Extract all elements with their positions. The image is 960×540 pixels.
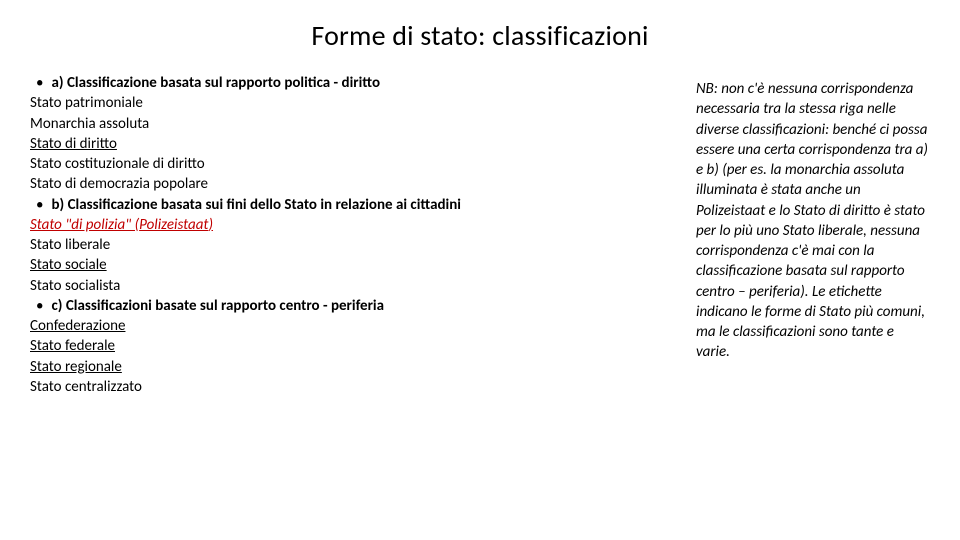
item-b-2: Stato sociale xyxy=(30,256,107,274)
item-a-3: Stato costituzionale di diritto xyxy=(30,154,660,174)
item-b-3: Stato socialista xyxy=(30,276,660,296)
section-b-header: • b) Classificazione basata sui fini del… xyxy=(30,195,660,215)
slide: Forme di stato: classificazioni • a) Cla… xyxy=(0,0,960,540)
item-a-1: Monarchia assoluta xyxy=(30,114,660,134)
item-b-0-ital: Polizeistaat xyxy=(139,216,208,234)
section-a-title: a) Classificazione basata sul rapporto p… xyxy=(51,73,380,93)
section-a-header: • a) Classificazione basata sul rapporto… xyxy=(30,73,660,93)
section-c-header: • c) Classificazioni basate sul rapporto… xyxy=(30,296,660,316)
item-c-1: Stato federale xyxy=(30,337,115,355)
content-columns: • a) Classificazione basata sul rapporto… xyxy=(0,53,960,397)
item-a-0: Stato patrimoniale xyxy=(30,93,660,113)
item-b-0: Stato "di polizia" (Polizeistaat) xyxy=(30,215,660,235)
left-column: • a) Classificazione basata sul rapporto… xyxy=(30,73,660,397)
item-c-2: Stato regionale xyxy=(30,358,122,376)
item-a-4: Stato di democrazia popolare xyxy=(30,174,660,194)
note-text: NB: non c'è nessuna corrispondenza neces… xyxy=(696,79,930,363)
item-c-3: Stato centralizzato xyxy=(30,377,660,397)
section-b-title: b) Classificazione basata sui fini dello… xyxy=(51,195,460,215)
bullet-icon: • xyxy=(36,73,43,93)
item-b-0-post: ) xyxy=(208,216,213,234)
right-column: NB: non c'è nessuna corrispondenza neces… xyxy=(696,73,930,397)
item-a-2: Stato di diritto xyxy=(30,135,117,153)
bullet-icon: • xyxy=(36,195,43,215)
slide-title: Forme di stato: classificazioni xyxy=(0,0,960,53)
bullet-icon: • xyxy=(36,296,43,316)
item-c-0: Confederazione xyxy=(30,317,125,335)
section-c-title: c) Classificazioni basate sul rapporto c… xyxy=(51,296,384,316)
item-b-0-pre: Stato "di polizia" ( xyxy=(30,216,139,234)
item-b-1: Stato liberale xyxy=(30,235,660,255)
